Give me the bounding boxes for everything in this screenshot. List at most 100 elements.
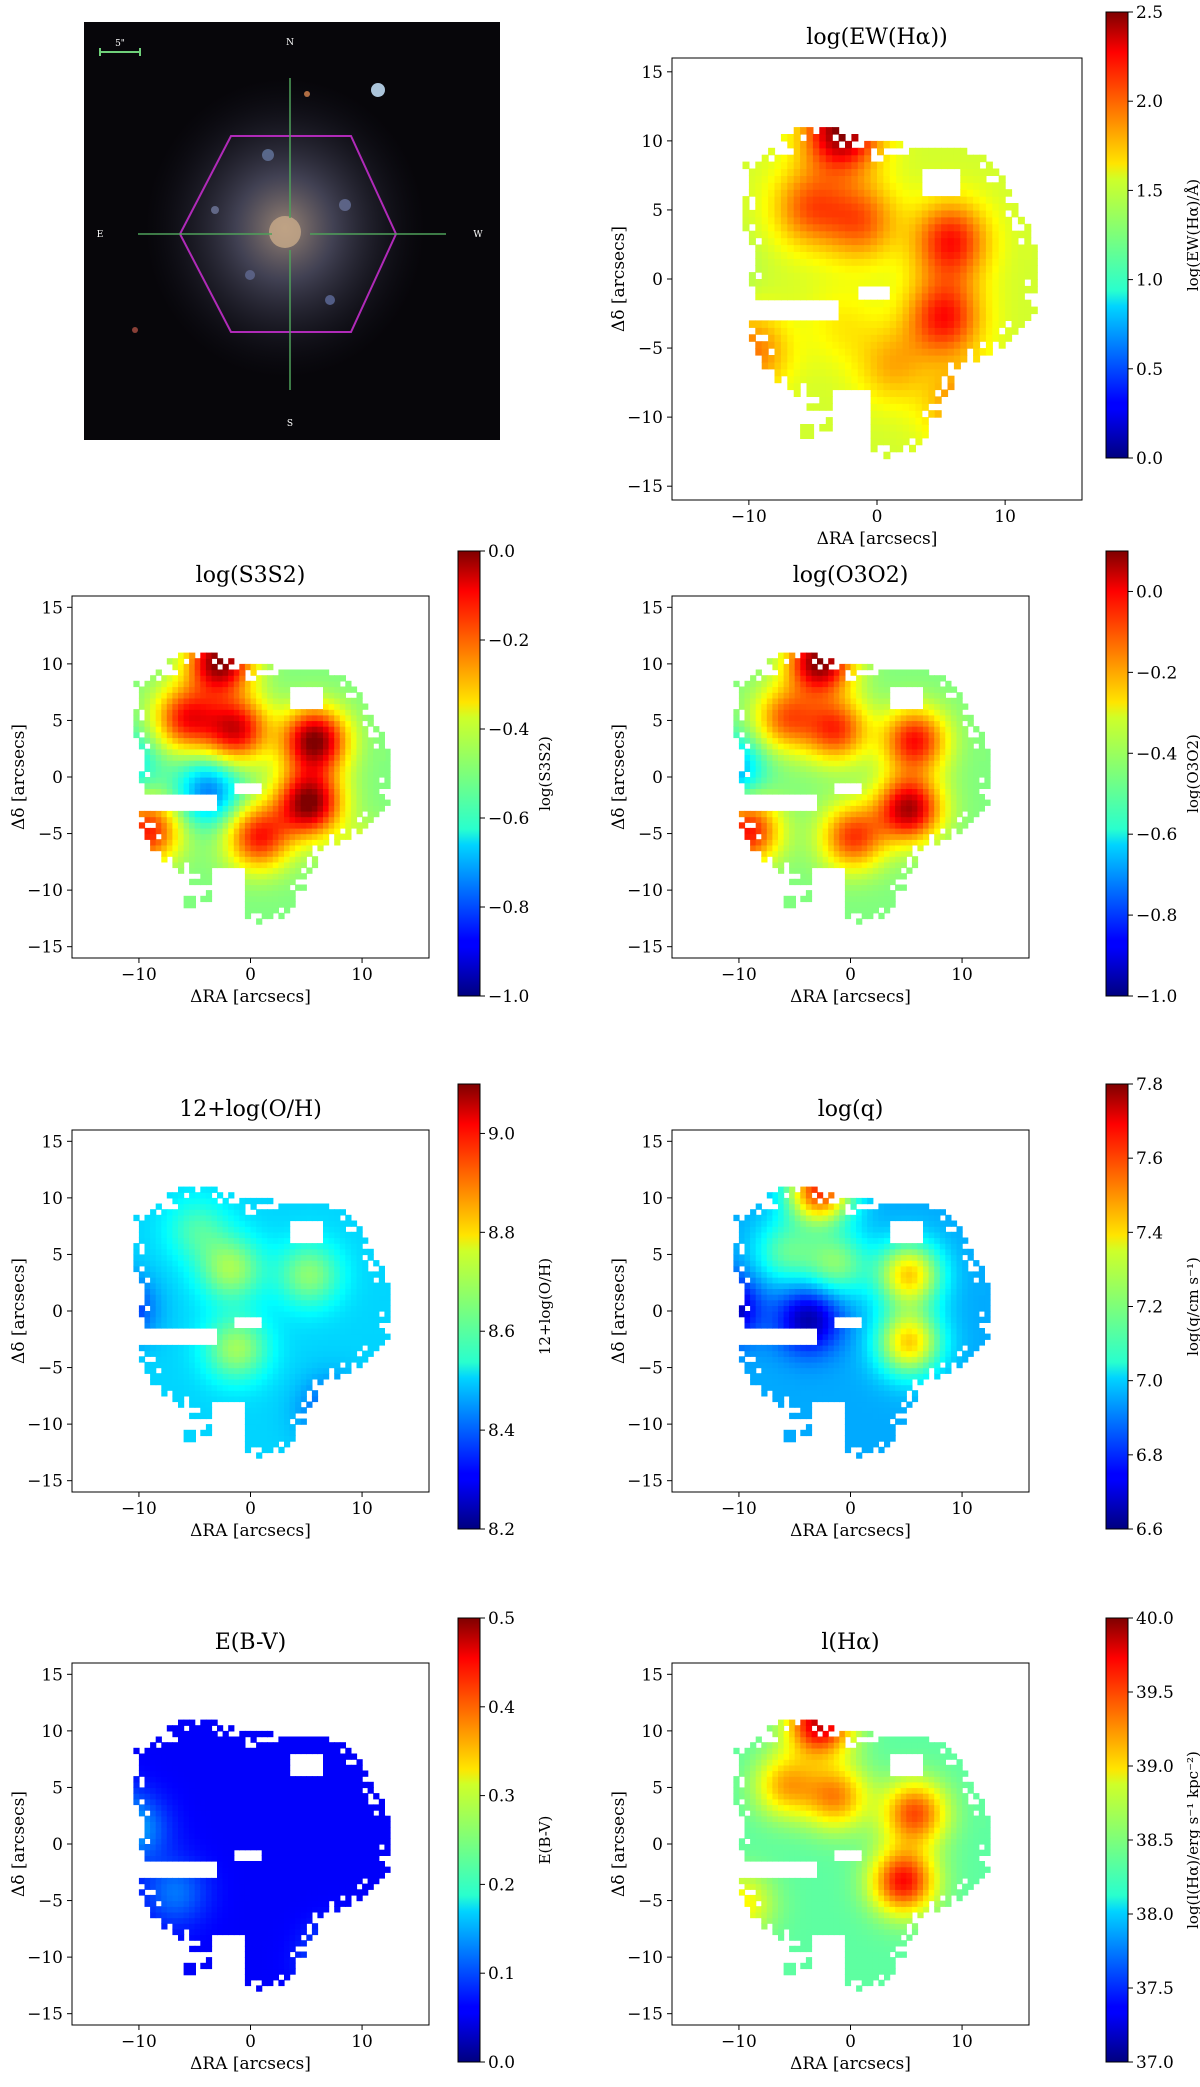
heatmap-cell <box>851 341 859 349</box>
heatmap-cell <box>178 731 185 739</box>
heatmap-cell <box>923 754 930 761</box>
heatmap-cell <box>794 731 801 739</box>
heatmap-cell <box>911 754 919 761</box>
heatmap-cell <box>956 799 963 806</box>
heatmap-cell <box>267 686 274 693</box>
heatmap-cell <box>766 850 773 857</box>
heatmap-cell <box>867 731 874 739</box>
heatmap-cell <box>328 680 335 688</box>
heatmap-cell <box>962 760 969 767</box>
heatmap-cell <box>172 731 179 739</box>
heatmap-cell <box>811 760 818 767</box>
heatmap-cell <box>934 216 942 225</box>
heatmap-cell <box>183 731 190 739</box>
heatmap-cell <box>150 686 157 693</box>
heatmap-cell <box>150 1214 157 1222</box>
heatmap-cell <box>755 292 763 301</box>
heatmap-cell <box>284 748 291 755</box>
heatmap-cell <box>166 850 173 857</box>
heatmap-cell <box>261 805 268 812</box>
heatmap-cell <box>328 686 335 693</box>
heatmap-cell <box>992 230 1000 239</box>
heatmap-cell <box>851 230 859 239</box>
heatmap-cell <box>819 161 827 170</box>
heatmap-cell <box>793 154 801 163</box>
heatmap-cell <box>272 799 279 806</box>
heatmap-cell <box>877 424 884 432</box>
heatmap-cell <box>800 652 807 659</box>
heatmap-cell <box>778 686 785 693</box>
heatmap-cell <box>161 675 168 682</box>
heatmap-cell <box>828 720 835 727</box>
heatmap-cell <box>200 703 207 710</box>
heatmap-cell <box>884 720 891 727</box>
heatmap-cell <box>921 389 929 397</box>
heatmap-cell <box>973 313 981 321</box>
heatmap-cell <box>889 878 896 886</box>
heatmap-cell <box>800 285 808 294</box>
heatmap-cell <box>915 216 923 225</box>
heatmap-cell <box>878 714 885 722</box>
heatmap-cell <box>250 861 257 869</box>
heatmap-cell <box>373 788 380 795</box>
heatmap-cell <box>844 663 852 671</box>
colorbar-tick-label: 0.0 <box>488 542 515 562</box>
heatmap-cell <box>861 726 868 733</box>
heatmap-cell <box>222 720 229 727</box>
heatmap-cell <box>189 1367 196 1374</box>
heatmap-cell <box>217 1384 224 1391</box>
heatmap-cell <box>217 1282 224 1289</box>
heatmap-cell <box>774 209 782 218</box>
heatmap-cell <box>832 285 840 294</box>
heatmap-cell <box>774 196 782 204</box>
heatmap-cell <box>962 703 969 710</box>
heatmap-cell <box>183 782 190 789</box>
heatmap-cell <box>250 822 257 829</box>
heatmap-cell <box>155 1271 162 1278</box>
heatmap-cell <box>233 1214 240 1222</box>
heatmap-cell <box>233 1271 240 1278</box>
heatmap-cell <box>992 216 1000 225</box>
heatmap-cell <box>1024 299 1032 308</box>
heatmap-cell <box>902 341 910 349</box>
heatmap-cell <box>787 154 795 163</box>
heatmap-cell <box>921 272 929 280</box>
heatmap-cell <box>1005 216 1013 225</box>
heatmap-cell <box>838 355 846 363</box>
heatmap-cell <box>144 833 151 840</box>
heatmap-cell <box>768 327 776 335</box>
heatmap-cell <box>744 726 751 733</box>
heatmap-cell <box>323 675 330 682</box>
heatmap-cell <box>787 203 795 211</box>
heatmap-cell <box>945 777 952 784</box>
heatmap-cell <box>877 320 884 328</box>
heatmap-cell <box>900 675 907 682</box>
x-tick-label: 10 <box>994 507 1016 527</box>
heatmap-cell <box>774 265 782 273</box>
heatmap-cell <box>844 697 852 705</box>
heatmap-cell <box>945 703 952 710</box>
heatmap-cell <box>794 720 801 727</box>
heatmap-cell <box>233 1237 240 1244</box>
heatmap-cell <box>864 320 872 328</box>
heatmap-cell <box>838 327 846 335</box>
heatmap-cell <box>928 680 935 688</box>
heatmap-cell <box>222 799 229 806</box>
heatmap-cell <box>915 196 923 204</box>
heatmap-cell <box>172 1356 179 1363</box>
heatmap-cell <box>256 844 263 852</box>
heatmap-cell <box>205 1254 213 1261</box>
heatmap-cell <box>857 258 865 266</box>
heatmap-cell <box>774 348 782 356</box>
heatmap-cell <box>844 867 852 874</box>
heatmap-cell <box>800 216 808 225</box>
heatmap-cell <box>311 714 319 722</box>
heatmap-cell <box>166 827 173 835</box>
heatmap-cell <box>183 686 190 693</box>
heatmap-cell <box>978 737 985 744</box>
heatmap-cell <box>941 237 949 246</box>
heatmap-cell <box>178 1220 185 1227</box>
heatmap-cell <box>864 161 872 170</box>
heatmap-cell <box>178 714 185 722</box>
heatmap-cell <box>200 714 207 722</box>
